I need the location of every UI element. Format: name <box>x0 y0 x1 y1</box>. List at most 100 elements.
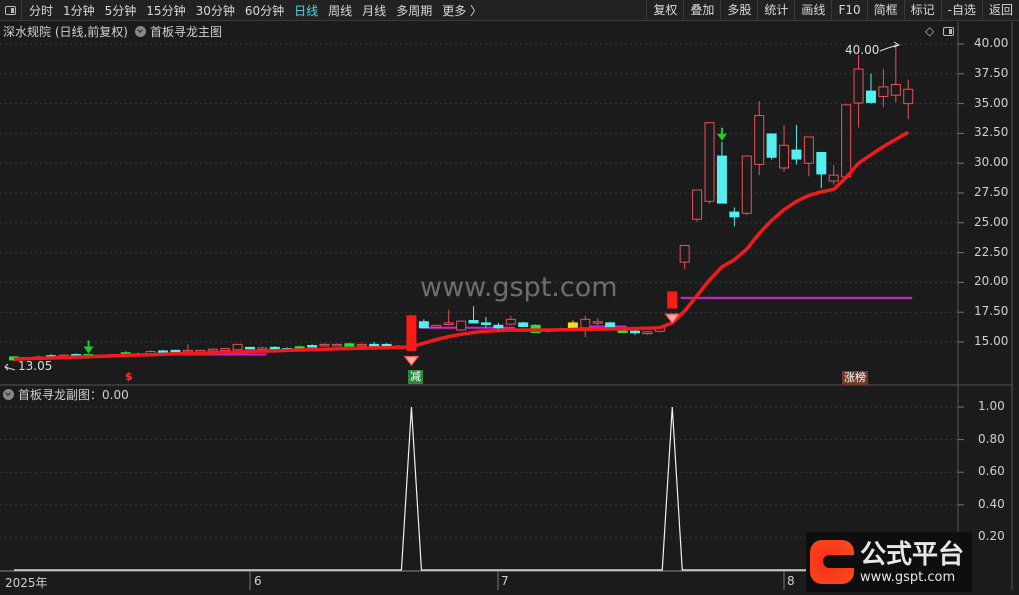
candle-body <box>803 136 814 164</box>
candle-body <box>890 84 901 96</box>
logo-cn: 公式平台 <box>860 539 965 570</box>
candle-body <box>667 291 678 309</box>
period-toolbar: 分时 1分钟 5分钟 15分钟 30分钟 60分钟 日线 周线 月线 多周期 更多 〉 复权 叠加 多股… <box>0 0 1019 21</box>
candle-body <box>704 122 715 202</box>
down-arrow-icon <box>83 340 94 354</box>
candle-body <box>853 68 864 104</box>
period-10[interactable]: 更多 〉 <box>442 3 483 18</box>
sub-indicator-name[interactable]: 首板寻龙副图：0.00 <box>18 387 129 402</box>
sub-tick: 0.60 <box>978 464 1005 479</box>
candle-body <box>729 211 740 218</box>
candle-body <box>220 348 231 351</box>
diamond-icon[interactable]: ◇ <box>925 24 935 38</box>
high-arrow-icon <box>879 41 901 52</box>
price-tick: 15.00 <box>974 334 1009 348</box>
indicator-dropdown-icon[interactable] <box>135 25 146 37</box>
signal-line <box>14 406 909 571</box>
high-price-label: 40.00 <box>845 43 880 57</box>
period-0[interactable]: 分时 <box>29 3 54 18</box>
date-tick: 8 <box>787 574 795 588</box>
panel-icon <box>5 5 16 15</box>
tool-button-3[interactable]: 统计 <box>757 0 794 21</box>
candle-body <box>418 321 429 329</box>
gem-icon <box>664 313 681 324</box>
candle-body <box>505 318 516 325</box>
candle-body <box>468 320 479 324</box>
candle-body <box>766 133 777 158</box>
down-arrow-icon <box>716 127 727 141</box>
rank-signal: 涨榜 <box>842 371 868 385</box>
period-6[interactable]: 日线 <box>294 3 319 18</box>
candle-body <box>841 104 852 178</box>
sub-tick: 0.20 <box>978 529 1005 544</box>
gem-icon <box>403 355 420 367</box>
candle-body <box>605 322 616 329</box>
toggle-sidebar-button[interactable] <box>0 0 22 21</box>
candle-body <box>779 144 790 169</box>
price-tick: 30.00 <box>974 155 1009 170</box>
period-5[interactable]: 60分钟 <box>244 3 285 18</box>
tool-button-7[interactable]: 标记 <box>903 0 941 21</box>
candle-body <box>307 345 318 348</box>
reduce-signal: 减 <box>408 370 423 384</box>
candle-body <box>493 324 504 329</box>
sub-tick: 0.40 <box>978 496 1005 511</box>
price-tick: 20.00 <box>974 274 1009 289</box>
candle-body <box>170 349 181 353</box>
tool-button-8[interactable]: -自选 <box>940 0 982 21</box>
tool-button-0[interactable]: 复权 <box>646 0 683 21</box>
gspt-logo: 公式平台 www.gspt.com <box>806 532 972 592</box>
sub-tick: 1.00 <box>978 399 1005 413</box>
dollar-signal: $ <box>125 370 133 383</box>
period-4[interactable]: 30分钟 <box>195 3 235 18</box>
price-tick: 32.50 <box>974 125 1009 140</box>
price-tick: 27.50 <box>974 185 1009 199</box>
price-tick: 22.50 <box>974 244 1009 259</box>
period-7[interactable]: 周线 <box>328 3 353 18</box>
candle-body <box>679 244 690 263</box>
period-9[interactable]: 多周期 <box>396 3 433 18</box>
period-2[interactable]: 5分钟 <box>104 3 137 18</box>
period-1[interactable]: 1分钟 <box>63 3 95 18</box>
candle-body <box>878 86 889 97</box>
candle-body <box>903 88 914 105</box>
candle-body <box>331 343 342 347</box>
date-tick: 7 <box>501 574 509 588</box>
period-8[interactable]: 月线 <box>362 3 387 18</box>
indicator-name[interactable]: 首板寻龙主图 <box>150 24 223 39</box>
tool-button-9[interactable]: 返回 <box>981 0 1019 21</box>
panel-toggle-icon[interactable] <box>943 27 954 36</box>
low-price-label: 13.05 <box>18 359 53 373</box>
sub-tick: 0.80 <box>978 431 1005 446</box>
price-tick: 25.00 <box>974 214 1009 229</box>
tool-button-5[interactable]: F10 <box>831 0 866 21</box>
candle-body <box>158 350 169 353</box>
sub-indicator-dropdown-icon[interactable] <box>3 388 14 400</box>
period-3[interactable]: 15分钟 <box>146 3 186 18</box>
price-tick: 40.00 <box>974 36 1009 50</box>
low-arrow-icon <box>4 363 16 371</box>
sub-chart-title: 首板寻龙副图：0.00 <box>0 386 129 402</box>
candle-body <box>828 174 839 182</box>
tool-button-6[interactable]: 简框 <box>866 0 904 21</box>
candle-body <box>269 346 280 350</box>
ma-line <box>13 130 910 362</box>
tool-button-4[interactable]: 画线 <box>794 0 831 21</box>
candle-body <box>406 315 417 351</box>
stock-title: 深水规院 (日线,前复权) <box>3 24 128 39</box>
candle-body <box>257 347 268 350</box>
center-watermark: www.gspt.com <box>420 272 618 303</box>
date-tick: 6 <box>254 574 262 588</box>
candle-body <box>356 343 367 347</box>
candle-body <box>244 346 255 350</box>
candle-body <box>865 90 876 103</box>
date-tick: 2025年 <box>5 576 48 590</box>
tool-button-1[interactable]: 叠加 <box>683 0 720 21</box>
candle-body <box>754 115 765 165</box>
candle-body <box>182 349 193 353</box>
price-tick: 35.00 <box>974 95 1009 110</box>
tool-button-2[interactable]: 多股 <box>720 0 757 21</box>
candle-body <box>816 151 827 175</box>
candle-body <box>518 322 529 328</box>
